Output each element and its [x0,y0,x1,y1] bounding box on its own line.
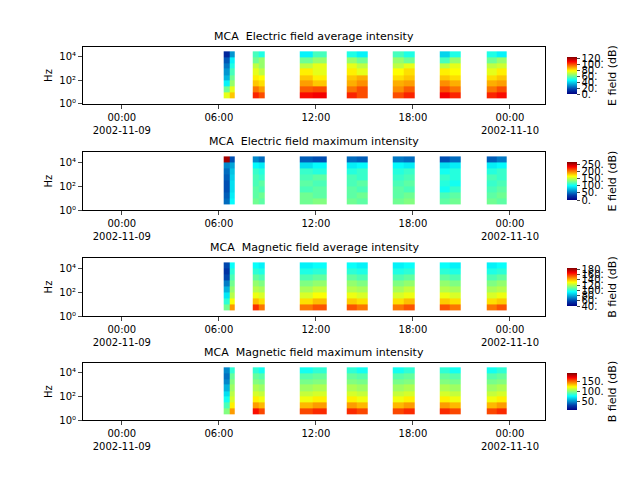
svg-text:180.: 180. [582,264,604,275]
svg-text:50.: 50. [582,187,598,198]
svg-text:40.: 40. [582,77,598,88]
svg-text:06:00: 06:00 [204,428,233,439]
svg-text:80.: 80. [582,290,598,301]
svg-text:MCA Electric field maximum in: MCA Electric field maximum intensity [209,135,419,148]
svg-text:00:002002-11-09: 00:002002-11-09 [93,428,151,452]
svg-text:Hz: Hz [43,281,54,294]
svg-text:10²: 10² [59,287,76,298]
svg-text:0.: 0. [582,195,592,206]
svg-text:B field (dB): B field (dB) [606,361,619,422]
svg-text:150.: 150. [582,376,604,387]
svg-text:10⁴: 10⁴ [59,51,76,62]
svg-text:06:00: 06:00 [204,112,233,123]
svg-text:18:00: 18:00 [399,324,428,335]
svg-text:18:00: 18:00 [399,218,428,229]
svg-text:E field (dB): E field (dB) [606,151,619,212]
svg-text:10⁰: 10⁰ [59,311,76,322]
svg-text:18:00: 18:00 [399,112,428,123]
svg-text:Hz: Hz [43,69,54,82]
svg-text:12:00: 12:00 [301,218,330,229]
svg-text:06:00: 06:00 [204,218,233,229]
svg-text:E field (dB): E field (dB) [606,45,619,106]
svg-text:40.: 40. [582,301,598,312]
svg-text:00:002002-11-10: 00:002002-11-10 [481,428,539,452]
svg-text:MCA Electric field average in: MCA Electric field average intensity [214,30,414,43]
svg-text:140.: 140. [582,274,604,285]
svg-text:100.: 100. [582,180,604,191]
svg-text:150.: 150. [582,173,604,184]
svg-text:10⁴: 10⁴ [59,367,76,378]
svg-text:10²: 10² [59,181,76,192]
svg-text:0.: 0. [582,89,592,100]
svg-text:00:002002-11-10: 00:002002-11-10 [481,218,539,242]
svg-text:200.: 200. [582,166,604,177]
svg-text:00:002002-11-10: 00:002002-11-10 [481,324,539,348]
svg-text:00:002002-11-10: 00:002002-11-10 [481,112,539,136]
svg-text:60.: 60. [582,295,598,306]
svg-text:10²: 10² [59,75,76,86]
svg-text:10⁴: 10⁴ [59,157,76,168]
svg-text:12:00: 12:00 [301,112,330,123]
svg-text:100.: 100. [582,386,604,397]
svg-text:00:002002-11-09: 00:002002-11-09 [93,324,151,348]
svg-text:00:002002-11-09: 00:002002-11-09 [93,218,151,242]
svg-text:12:00: 12:00 [301,324,330,335]
svg-text:120.: 120. [582,280,604,291]
svg-text:160.: 160. [582,269,604,280]
svg-text:60.: 60. [582,71,598,82]
svg-text:MCA Magnetic field average in: MCA Magnetic field average intensity [210,241,419,254]
svg-text:250.: 250. [582,159,604,170]
svg-text:120.: 120. [582,53,604,64]
svg-text:50.: 50. [582,396,598,407]
svg-text:12:00: 12:00 [301,428,330,439]
svg-text:20.: 20. [582,83,598,94]
svg-text:80.: 80. [582,65,598,76]
svg-text:B field (dB): B field (dB) [606,256,619,317]
svg-text:10⁰: 10⁰ [59,98,76,109]
svg-text:100.: 100. [582,285,604,296]
svg-text:Hz: Hz [43,175,54,188]
svg-text:00:002002-11-09: 00:002002-11-09 [93,112,151,136]
svg-text:10⁰: 10⁰ [59,415,76,426]
svg-text:MCA Magnetic field maximum in: MCA Magnetic field maximum intensity [204,346,424,359]
svg-text:10⁴: 10⁴ [59,263,76,274]
svg-text:10⁰: 10⁰ [59,205,76,216]
svg-text:06:00: 06:00 [204,324,233,335]
svg-text:100.: 100. [582,59,604,70]
svg-text:18:00: 18:00 [399,428,428,439]
svg-text:Hz: Hz [43,385,54,398]
svg-text:10²: 10² [59,391,76,402]
